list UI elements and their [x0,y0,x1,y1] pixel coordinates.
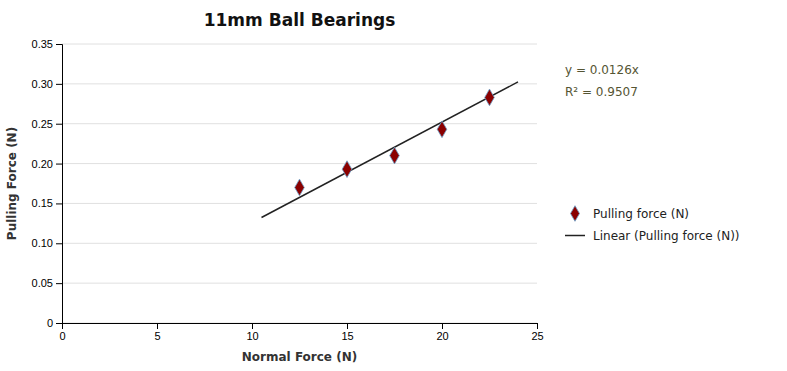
tick: 0.05 [32,277,62,289]
grid-line [62,163,537,164]
tick: 10 [246,323,258,342]
tick: 0.30 [32,78,62,90]
tick-mark [56,124,62,125]
grid [62,44,537,323]
legend: Pulling force (N) Linear (Pulling force (… [565,206,740,243]
tick-mark [56,84,62,85]
grid-line [62,243,537,244]
tick: 0.15 [32,197,62,209]
legend-item: Linear (Pulling force (N)) [565,229,740,243]
point [437,121,447,138]
tick-label: 0.20 [32,158,53,170]
title: 11mm Ball Bearings [204,10,396,30]
tick-label: 0.25 [32,118,53,130]
tick-label: 0 [47,317,53,329]
legend-item: Pulling force (N) [571,206,690,222]
chart: 0 5 10 15 20 25 0 0.05 0.10 0.15 0.20 0.25 0.30 0.35 1… [0,0,787,371]
tick: 25 [531,323,543,342]
trend-line [262,82,519,218]
tick-mark [252,323,253,329]
tick-label: 5 [154,330,160,342]
annotation: y = 0.0126x [565,63,639,77]
tick-label: 25 [531,330,543,342]
grid-line [62,203,537,204]
tick-label: 0.30 [32,78,53,90]
tick-label: 20 [436,330,448,342]
tick-mark [442,323,443,329]
tick: 20 [436,323,448,342]
tick-mark [56,44,62,45]
axis-line [63,324,538,330]
axis-line [56,45,63,324]
tick: 0.10 [32,237,62,249]
y-axis: 0 0.05 0.10 0.15 0.20 0.25 0.30 0.35 [32,38,63,329]
tick: 5 [154,323,160,342]
tick-label: 0.10 [32,237,53,249]
grid-line [62,83,537,84]
grid-line [62,44,537,45]
point [390,147,400,164]
point [485,89,495,106]
tick-label: 0.05 [32,277,53,289]
tick-label: 0 [59,330,65,342]
tick: 15 [341,323,353,342]
point [295,179,305,196]
y-axis-title: Pulling Force (N) [5,127,19,240]
plot: 0 5 10 15 20 25 0 0.05 0.10 0.15 0.20 0.25 0.30 0.35 [32,38,544,342]
x-axis-title: Normal Force (N) [242,350,357,364]
x-axis: 0 5 10 15 20 25 [59,323,543,342]
tick-mark [56,203,62,204]
tick-mark [537,323,538,329]
point [342,161,352,178]
annotation: R² = 0.9507 [565,85,638,99]
tick-mark [347,323,348,329]
tick: 0 [47,317,62,329]
tick-label: 0.35 [32,38,53,50]
tick-label: 10 [246,330,258,342]
tick-mark [56,323,62,324]
tick-mark [157,323,158,329]
legend-label: Linear (Pulling force (N)) [593,229,740,243]
tick: 0 [59,323,65,342]
legend-swatch [565,235,585,237]
legend-label: Pulling force (N) [593,207,689,221]
tick: 0.20 [32,158,62,170]
tick-mark [56,243,62,244]
tick-mark [56,164,62,165]
tick: 0.25 [32,118,62,130]
tick-label: 15 [341,330,353,342]
legend-swatch [571,206,580,222]
grid-line [62,123,537,124]
tick-mark [56,283,62,284]
tick: 0.35 [32,38,62,50]
marks [262,82,519,218]
tick-label: 0.15 [32,197,53,209]
grid-line [62,283,537,284]
